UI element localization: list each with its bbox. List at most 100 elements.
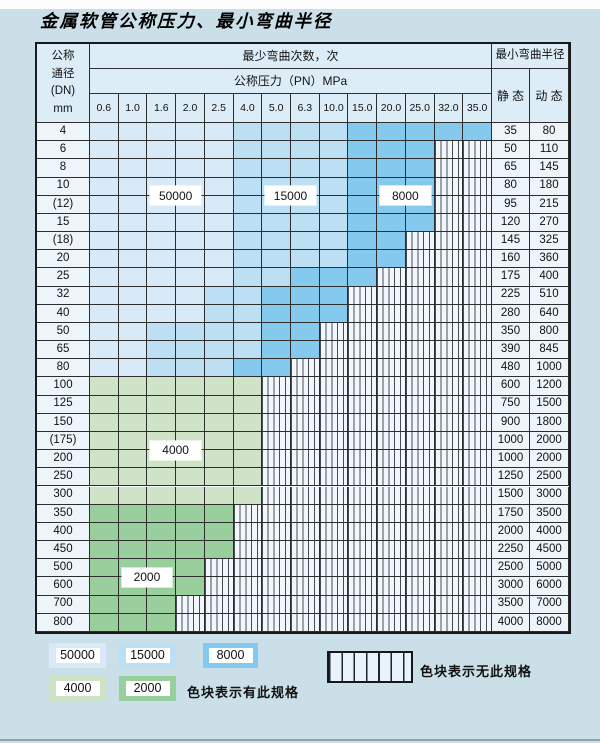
no-spec-cell (233, 541, 263, 560)
dynamic-value: 1500 (530, 395, 569, 414)
spec-cell (204, 341, 234, 360)
no-spec-cell (233, 522, 263, 542)
spec-cell (176, 159, 205, 178)
no-spec-cell (348, 595, 378, 614)
spec-cell (233, 232, 263, 251)
legend-present-label: 色块表示有此规格 (187, 685, 300, 700)
spec-cell (176, 304, 205, 323)
no-spec-cell (463, 450, 492, 469)
static-value: 50 (492, 141, 530, 160)
no-spec-cell (405, 395, 435, 414)
no-spec-cell (405, 322, 435, 342)
spec-cell (291, 268, 320, 287)
spec-cell (348, 250, 378, 269)
no-spec-cell (233, 504, 263, 523)
no-spec-cell (233, 559, 263, 578)
spec-cell (90, 613, 119, 632)
no-spec-cell (348, 304, 378, 323)
no-spec-cell (405, 504, 435, 523)
dynamic-value: 1200 (530, 377, 569, 396)
spec-cell (233, 213, 263, 233)
spec-cell (262, 359, 291, 378)
no-spec-cell (204, 595, 234, 614)
spec-cell (147, 213, 177, 233)
no-spec-cell (262, 486, 291, 505)
no-spec-cell (348, 341, 378, 360)
spec-cell (233, 468, 263, 487)
spec-cell (204, 486, 234, 505)
dn-header-line: 通径 (51, 67, 75, 80)
spec-cell (204, 177, 234, 196)
dn-label: 8 (37, 159, 90, 178)
spec-cell (90, 431, 119, 451)
static-value: 80 (492, 177, 530, 196)
no-spec-cell (348, 613, 378, 632)
no-spec-cell (405, 304, 435, 323)
spec-cell (147, 468, 177, 487)
no-spec-cell (377, 268, 406, 287)
spec-cell (90, 359, 119, 378)
bottom-divider (0, 739, 600, 741)
spec-cell (176, 468, 205, 487)
spec-cell (204, 250, 234, 269)
spec-cell (377, 159, 406, 178)
min-bend-radius-header: 最小弯曲半径 (492, 44, 569, 69)
legend-swatch-2000: 2000 (119, 676, 176, 701)
static-value: 2500 (492, 559, 530, 578)
pressure-tick: 15.0 (348, 94, 378, 123)
spec-cell (176, 213, 205, 233)
spec-cell (147, 341, 177, 360)
no-spec-cell (434, 413, 464, 432)
legend-swatch-50000: 50000 (49, 643, 106, 668)
dn-label: 500 (37, 559, 90, 578)
legend-swatch-label: 50000 (55, 648, 100, 663)
dynamic-value: 145 (530, 159, 569, 178)
spec-cell (90, 268, 119, 287)
spec-cell (147, 413, 177, 432)
no-spec-cell (319, 486, 349, 505)
spec-cell (291, 304, 320, 323)
no-spec-cell (463, 159, 492, 178)
no-spec-cell (463, 359, 492, 378)
spec-cell (118, 232, 148, 251)
spec-cell (204, 431, 234, 451)
no-spec-cell (405, 450, 435, 469)
spec-cell (118, 613, 148, 632)
spec-cell (90, 486, 119, 505)
spec-cell (262, 141, 291, 160)
spec-cell (176, 522, 205, 542)
no-spec-cell (434, 341, 464, 360)
no-spec-cell (377, 577, 406, 596)
spec-cell (204, 195, 234, 214)
no-spec-cell (176, 613, 205, 632)
spec-cell (319, 123, 349, 142)
spec-cell (204, 159, 234, 178)
dynamic-value: 510 (530, 286, 569, 305)
spec-cell (291, 141, 320, 160)
no-spec-cell (291, 541, 320, 560)
spec-cell (233, 286, 263, 305)
no-spec-cell (348, 486, 378, 505)
no-spec-cell (434, 468, 464, 487)
nominal-pressure-header: 公称压力（PN）MPa (90, 69, 492, 94)
no-spec-cell (319, 559, 349, 578)
pressure-bend-table: 公称 通径 (DN) mm 最少弯曲次数，次 最小弯曲半径 公称压力（PN）MPa 静 态动 … (35, 42, 571, 634)
spec-cell (176, 413, 205, 432)
spec-cell (90, 213, 119, 233)
spec-cell (262, 341, 291, 360)
static-value: 1000 (492, 450, 530, 469)
no-spec-cell (434, 377, 464, 396)
spec-cell (90, 304, 119, 323)
dn-label: 4 (37, 123, 90, 142)
spec-cell (118, 286, 148, 305)
spec-cell (204, 522, 234, 542)
static-value: 1750 (492, 504, 530, 523)
spec-cell (176, 395, 205, 414)
spec-cell (176, 486, 205, 505)
legend-swatch-label: 15000 (125, 648, 170, 663)
no-spec-cell (262, 413, 291, 432)
spec-cell (118, 377, 148, 396)
pressure-tick: 25.0 (405, 94, 435, 123)
spec-cell (90, 450, 119, 469)
dynamic-value: 215 (530, 195, 569, 214)
